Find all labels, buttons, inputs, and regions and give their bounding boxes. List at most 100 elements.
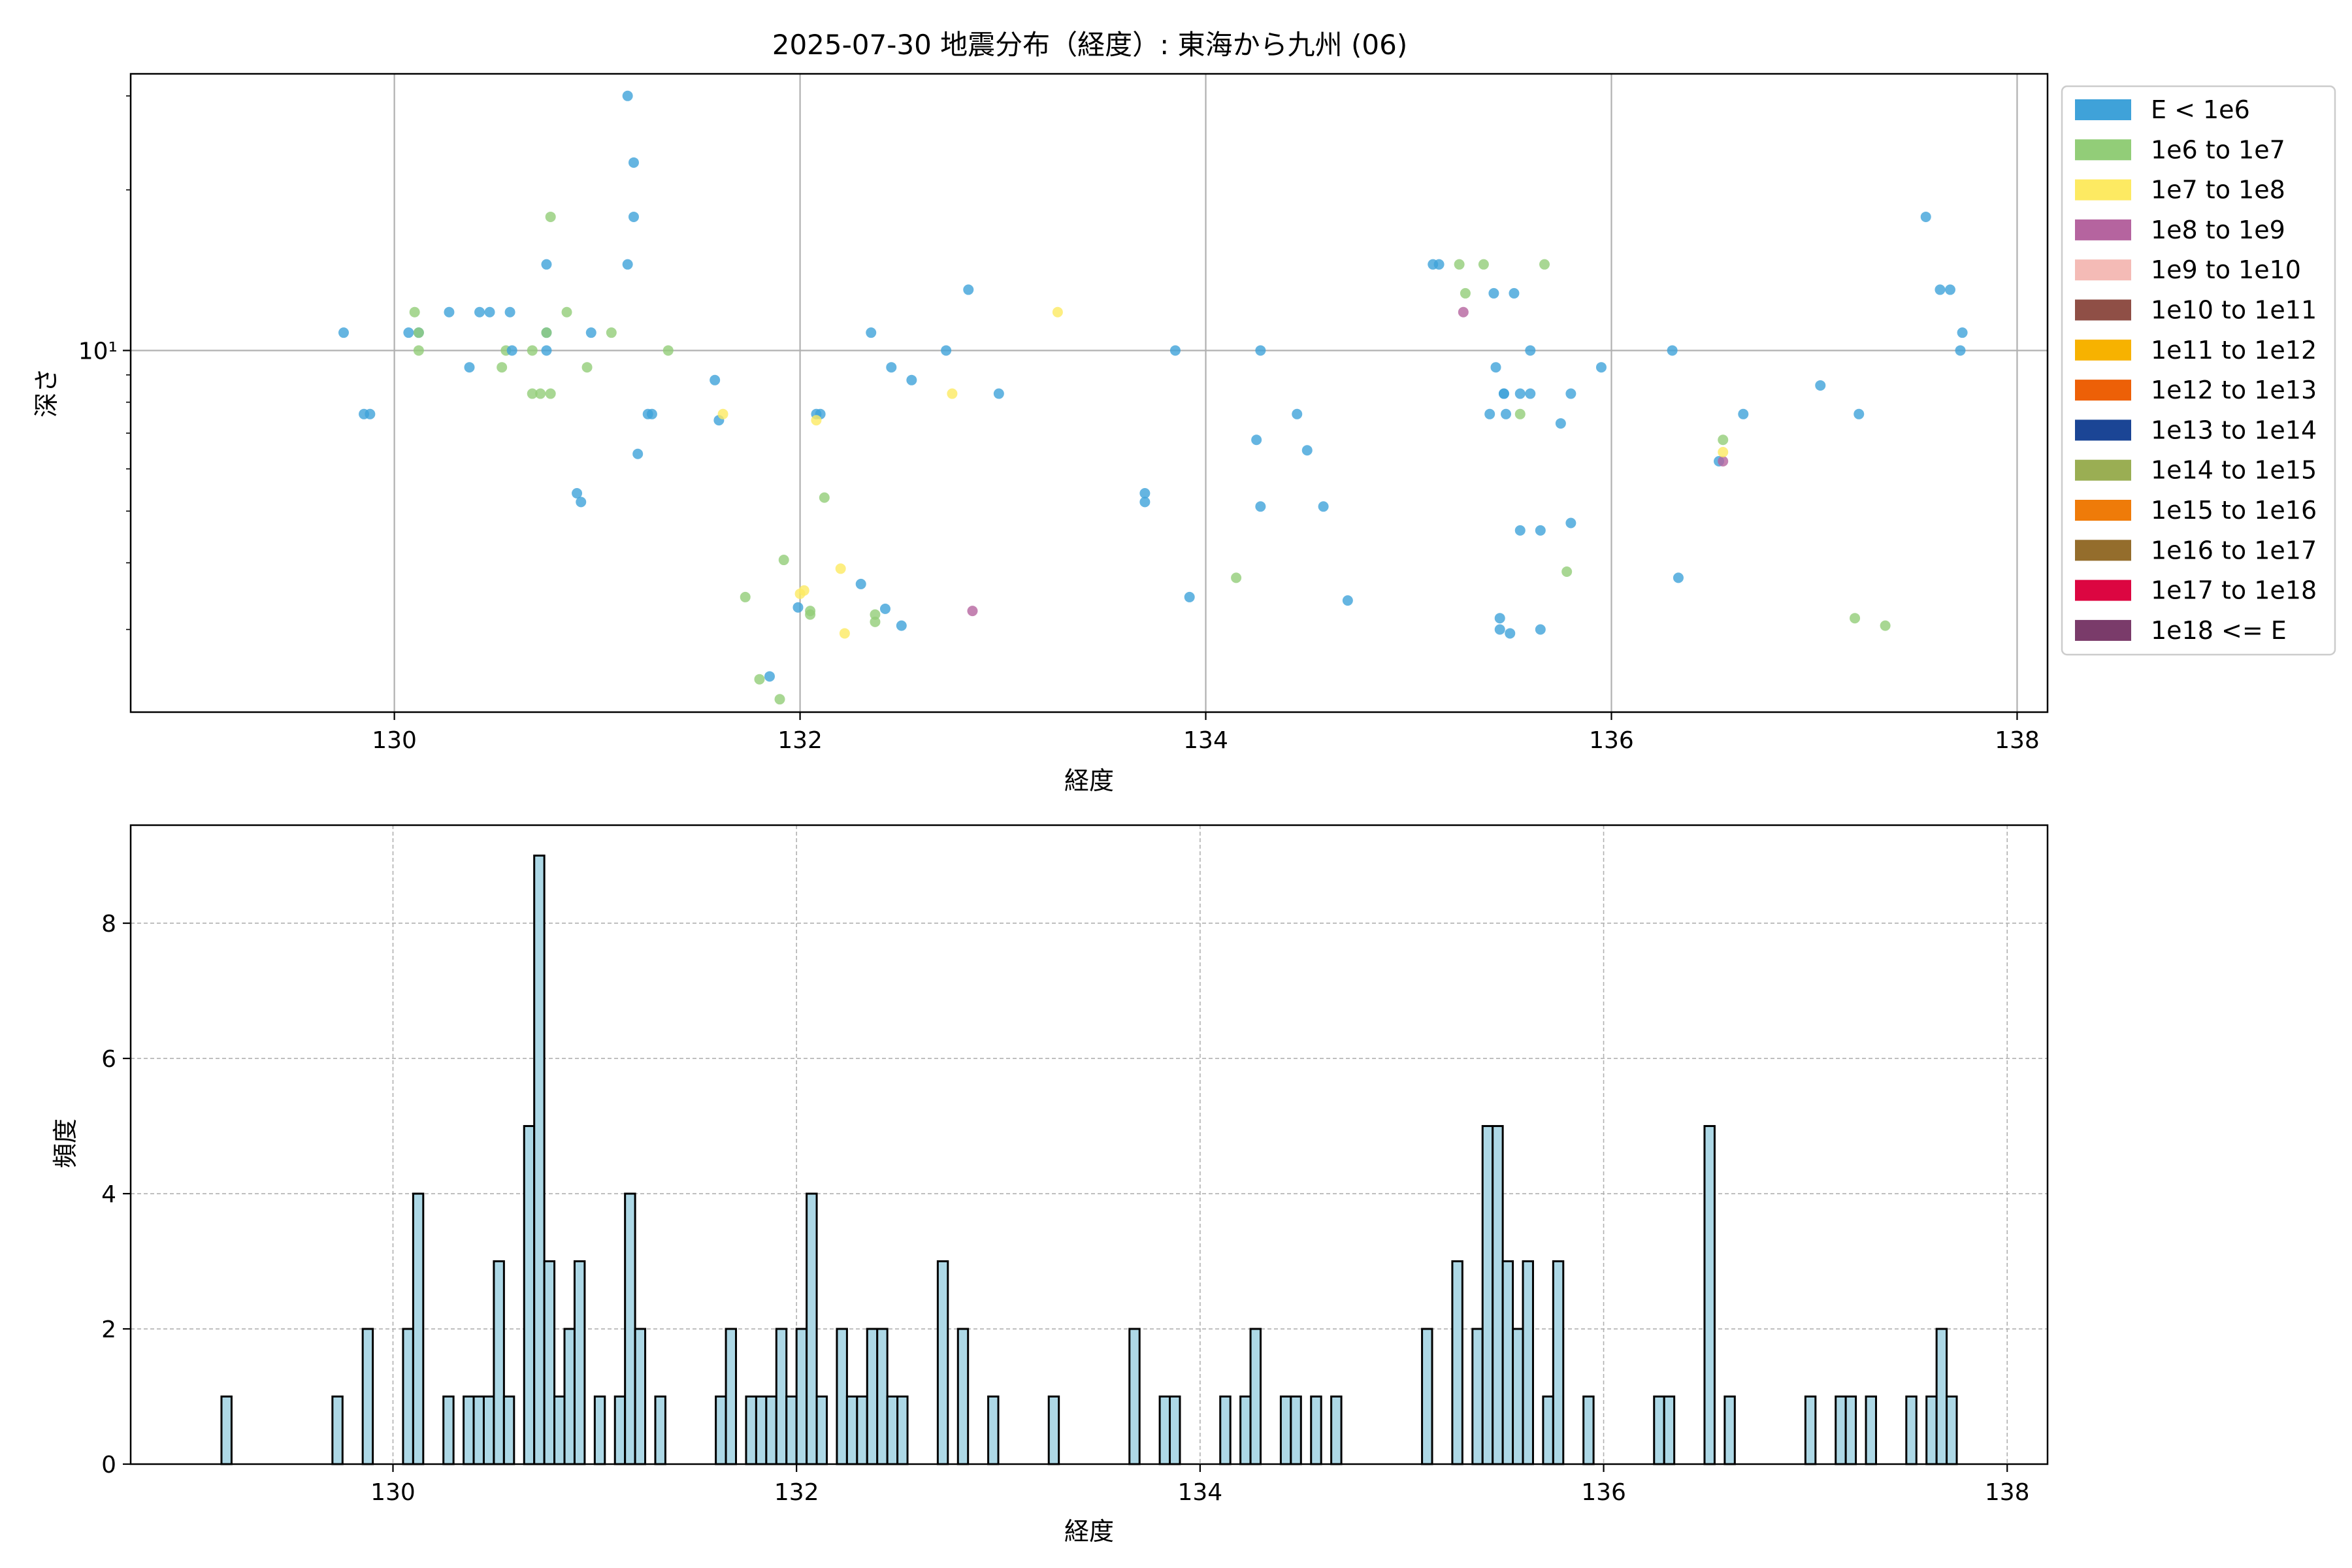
scatter-point (527, 345, 538, 356)
histogram-bar (472, 1396, 485, 1465)
histogram-bar (593, 1396, 606, 1465)
scatter-point (1920, 211, 1931, 222)
histogram-bar (1421, 1328, 1433, 1465)
scatter-point (1595, 362, 1607, 373)
histogram-bar (956, 1328, 970, 1465)
scatter-point (835, 563, 846, 574)
scatter-point (504, 306, 515, 318)
legend-swatch (2075, 259, 2131, 281)
histogram-bar (1451, 1260, 1463, 1465)
legend-label: 1e12 to 1e13 (2151, 376, 2317, 404)
scatter-point (819, 492, 830, 503)
legend-label: 1e7 to 1e8 (2151, 176, 2285, 204)
scatter-point (1490, 362, 1501, 373)
histogram-x-tick-label: 132 (774, 1479, 819, 1506)
histogram-bar (1492, 1125, 1504, 1465)
histogram-y-ticks: 0 2 4 6 8 (101, 911, 131, 1478)
histogram-bar (775, 1328, 788, 1465)
histogram-bar (1158, 1396, 1171, 1465)
scatter-point (1139, 497, 1151, 508)
scatter-point (710, 374, 721, 385)
scatter-x-axis-label: 経度 (1064, 766, 1114, 795)
scatter-point (870, 616, 881, 627)
scatter-point (778, 555, 789, 566)
legend-label: E < 1e6 (2151, 95, 2250, 124)
histogram-x-tick-label: 130 (370, 1479, 416, 1506)
scatter-point (879, 603, 890, 614)
scatter-point (444, 306, 455, 318)
scatter-axes-frame (129, 73, 2049, 713)
legend-label: 1e15 to 1e16 (2151, 496, 2317, 525)
histogram-bar (1501, 1260, 1514, 1465)
scatter-point (545, 211, 556, 222)
legend: E < 1e6 1e6 to 1e7 1e7 to 1e8 1e8 to 1e9 1e9… (2061, 85, 2336, 656)
legend-frame (2061, 85, 2336, 656)
histogram-bar (402, 1328, 414, 1465)
legend-label: 1e18 <= E (2151, 616, 2287, 645)
histogram-bar (1703, 1125, 1716, 1465)
scatter-point (1509, 287, 1520, 299)
histogram-x-tick-label: 138 (1985, 1479, 2030, 1506)
legend-swatch (2075, 219, 2131, 240)
legend-swatch (2075, 299, 2131, 321)
histogram-y-tick-label: 8 (101, 911, 116, 938)
histogram-bar (1481, 1125, 1494, 1465)
histogram-bar (331, 1396, 344, 1465)
histogram-bar (1169, 1396, 1181, 1465)
scatter-point (1139, 488, 1151, 499)
scatter-point (792, 602, 804, 613)
scatter-point (1292, 408, 1303, 419)
histogram-bar (1835, 1396, 1847, 1465)
histogram-axes-frame (129, 824, 2049, 1465)
scatter-point (1955, 345, 1966, 356)
scatter-point (474, 306, 485, 318)
scatter-point (506, 345, 517, 356)
histogram-bar (1249, 1328, 1262, 1465)
scatter-x-tick-label: 130 (372, 727, 417, 754)
scatter-point (403, 327, 414, 338)
scatter-points (338, 90, 1968, 705)
scatter-point (576, 497, 587, 508)
legend-swatch (2075, 179, 2131, 201)
legend-swatch (2075, 500, 2131, 521)
scatter-point (585, 327, 596, 338)
legend-swatch (2075, 139, 2131, 161)
scatter-point (662, 345, 674, 356)
scatter-point (1944, 284, 1955, 295)
scatter-point (1535, 624, 1546, 635)
legend-swatch (2075, 459, 2131, 481)
histogram-bar (624, 1192, 636, 1465)
histogram-y-tick-label: 4 (101, 1181, 116, 1208)
scatter-point (464, 362, 475, 373)
scatter-point (941, 345, 952, 356)
histogram-bar (1239, 1396, 1252, 1465)
histogram-bar (806, 1192, 818, 1465)
histogram-y-axis-label: 頻度 (51, 1119, 80, 1168)
scatter-point (535, 388, 546, 399)
scatter-y-ticks: 10¹ (78, 338, 131, 365)
histogram-x-axis-label: 経度 (1064, 1517, 1114, 1546)
histogram-bar (1935, 1328, 1948, 1465)
histogram-x-tick-label: 134 (1178, 1479, 1223, 1506)
legend-label: 1e9 to 1e10 (2151, 255, 2301, 284)
scatter-point (1525, 388, 1536, 399)
legend-swatch (2075, 339, 2131, 361)
scatter-point (1454, 259, 1465, 270)
scatter-point (484, 306, 495, 318)
scatter-point (581, 362, 593, 373)
histogram-bar (1330, 1396, 1343, 1465)
scatter-y-tick-label: 10¹ (78, 338, 118, 365)
histogram-bar (533, 855, 546, 1465)
scatter-point (1935, 284, 1946, 295)
scatter-x-tick-label: 134 (1183, 727, 1228, 754)
histogram-bar (896, 1396, 909, 1465)
scatter-point (1514, 388, 1526, 399)
scatter-x-tick-label: 138 (1995, 727, 2040, 754)
scatter-point (1514, 525, 1526, 536)
histogram-bar (463, 1396, 475, 1465)
scatter-point (993, 388, 1004, 399)
histogram-bar (1946, 1396, 1958, 1465)
scatter-point (896, 620, 907, 631)
histogram-bar (1582, 1396, 1595, 1465)
